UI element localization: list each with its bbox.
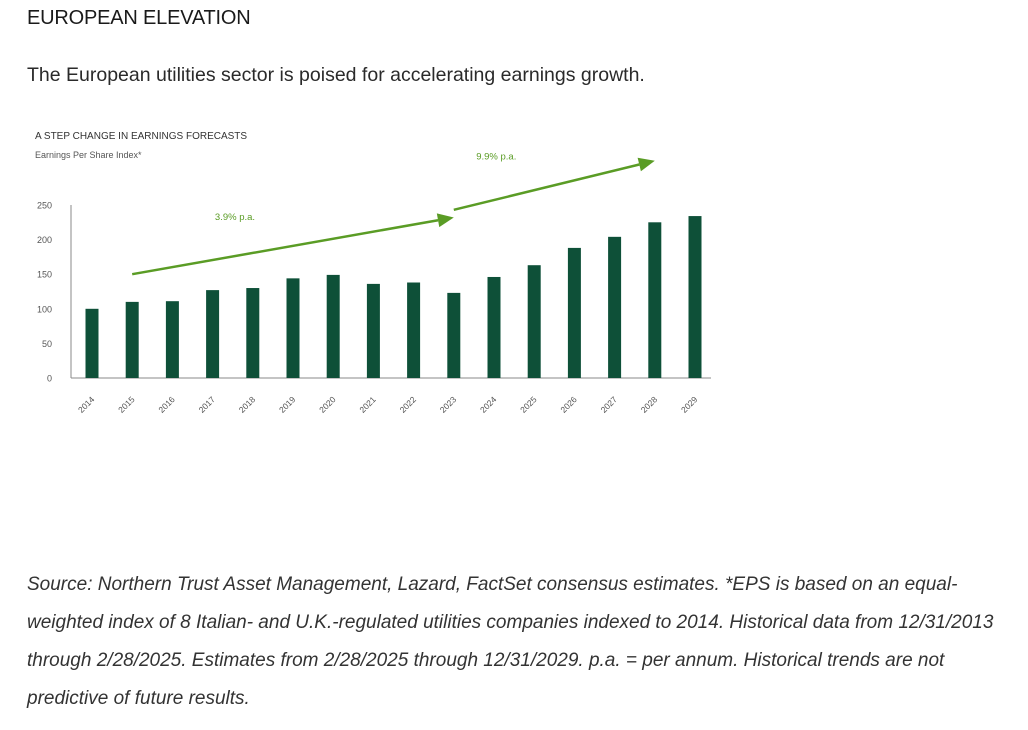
x-tick-label: 2025 xyxy=(518,394,539,415)
source-footnote: Source: Northern Trust Asset Management,… xyxy=(27,574,994,709)
earnings-chart: A STEP CHANGE IN EARNINGS FORECASTS Earn… xyxy=(35,131,711,415)
x-tick-label: 2017 xyxy=(197,394,218,415)
chart-subtitle: Earnings Per Share Index* xyxy=(35,150,142,160)
bar-2017 xyxy=(206,290,220,378)
bar-2018 xyxy=(246,288,260,378)
trend-label: 3.9% p.a. xyxy=(215,212,255,223)
trend-label: 9.9% p.a. xyxy=(476,151,516,162)
x-tick-label: 2024 xyxy=(478,394,499,415)
y-tick-label: 250 xyxy=(37,201,52,211)
x-tick-label: 2026 xyxy=(558,394,579,415)
x-tick-label: 2028 xyxy=(639,394,660,415)
trend-arrow-1 xyxy=(131,213,454,276)
trend-arrow-2 xyxy=(453,157,655,212)
bar-2024 xyxy=(487,276,501,378)
bar-2025 xyxy=(527,265,541,378)
bar-2020 xyxy=(326,274,340,378)
page-heading: EUROPEAN ELEVATION xyxy=(27,7,251,29)
y-tick-label: 100 xyxy=(37,304,52,314)
y-tick-label: 200 xyxy=(37,235,52,245)
bar-2027 xyxy=(608,236,622,378)
intro-text: The European utilities sector is poised … xyxy=(27,64,645,86)
bar-2016 xyxy=(165,301,179,378)
x-tick-label: 2014 xyxy=(76,394,97,415)
x-tick-label: 2018 xyxy=(237,394,258,415)
chart-title: A STEP CHANGE IN EARNINGS FORECASTS xyxy=(35,131,247,142)
x-tick-label: 2022 xyxy=(398,394,419,415)
x-tick-label: 2021 xyxy=(357,394,378,415)
y-tick-label: 0 xyxy=(47,374,52,384)
earnings-chart-svg: A STEP CHANGE IN EARNINGS FORECASTS Earn… xyxy=(35,131,711,415)
bar-2028 xyxy=(648,222,662,378)
bar-2022 xyxy=(407,282,421,378)
bar-2014 xyxy=(85,308,99,378)
x-tick-label: 2019 xyxy=(277,394,298,415)
bar-2015 xyxy=(125,301,139,378)
bar-2023 xyxy=(447,292,461,378)
x-tick-label: 2015 xyxy=(116,394,137,415)
x-tick-label: 2020 xyxy=(317,394,338,415)
bar-2026 xyxy=(567,247,581,378)
y-tick-label: 150 xyxy=(37,270,52,280)
x-tick-label: 2023 xyxy=(438,394,459,415)
x-tick-label: 2027 xyxy=(599,394,620,415)
x-tick-label: 2016 xyxy=(156,394,177,415)
y-tick-label: 50 xyxy=(42,339,52,349)
bar-2019 xyxy=(286,278,300,378)
bar-2029 xyxy=(688,216,702,378)
x-tick-label: 2029 xyxy=(679,394,700,415)
bar-2021 xyxy=(366,283,380,378)
